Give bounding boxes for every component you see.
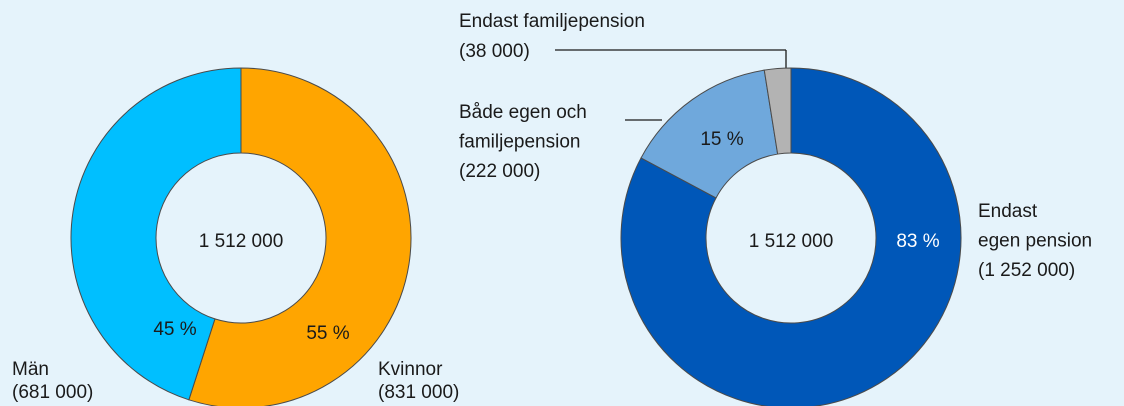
category-label: Kvinnor	[378, 359, 443, 380]
donut-segment	[763, 67, 792, 155]
category-label: Endast egen pension	[978, 201, 1092, 252]
share-label: 45 %	[153, 319, 196, 340]
value-label: (831 000)	[378, 382, 459, 403]
share-label: 15 %	[700, 129, 743, 150]
donut-segment	[188, 67, 412, 406]
center-label: 1 512 000	[749, 231, 834, 252]
value-label: (1 252 000)	[978, 260, 1075, 281]
value-label: (222 000)	[459, 161, 540, 182]
value-label: (681 000)	[12, 382, 93, 403]
share-label: 55 %	[306, 323, 349, 344]
donut-segment	[70, 67, 242, 401]
donut-segment	[620, 67, 962, 406]
center-label: 1 512 000	[199, 231, 284, 252]
value-label: (38 000)	[459, 41, 530, 62]
share-label: 83 %	[896, 231, 939, 252]
category-label: Män	[12, 359, 49, 380]
category-label: Både egen och familjepension	[459, 102, 587, 153]
category-label: Endast familjepension	[459, 11, 645, 32]
